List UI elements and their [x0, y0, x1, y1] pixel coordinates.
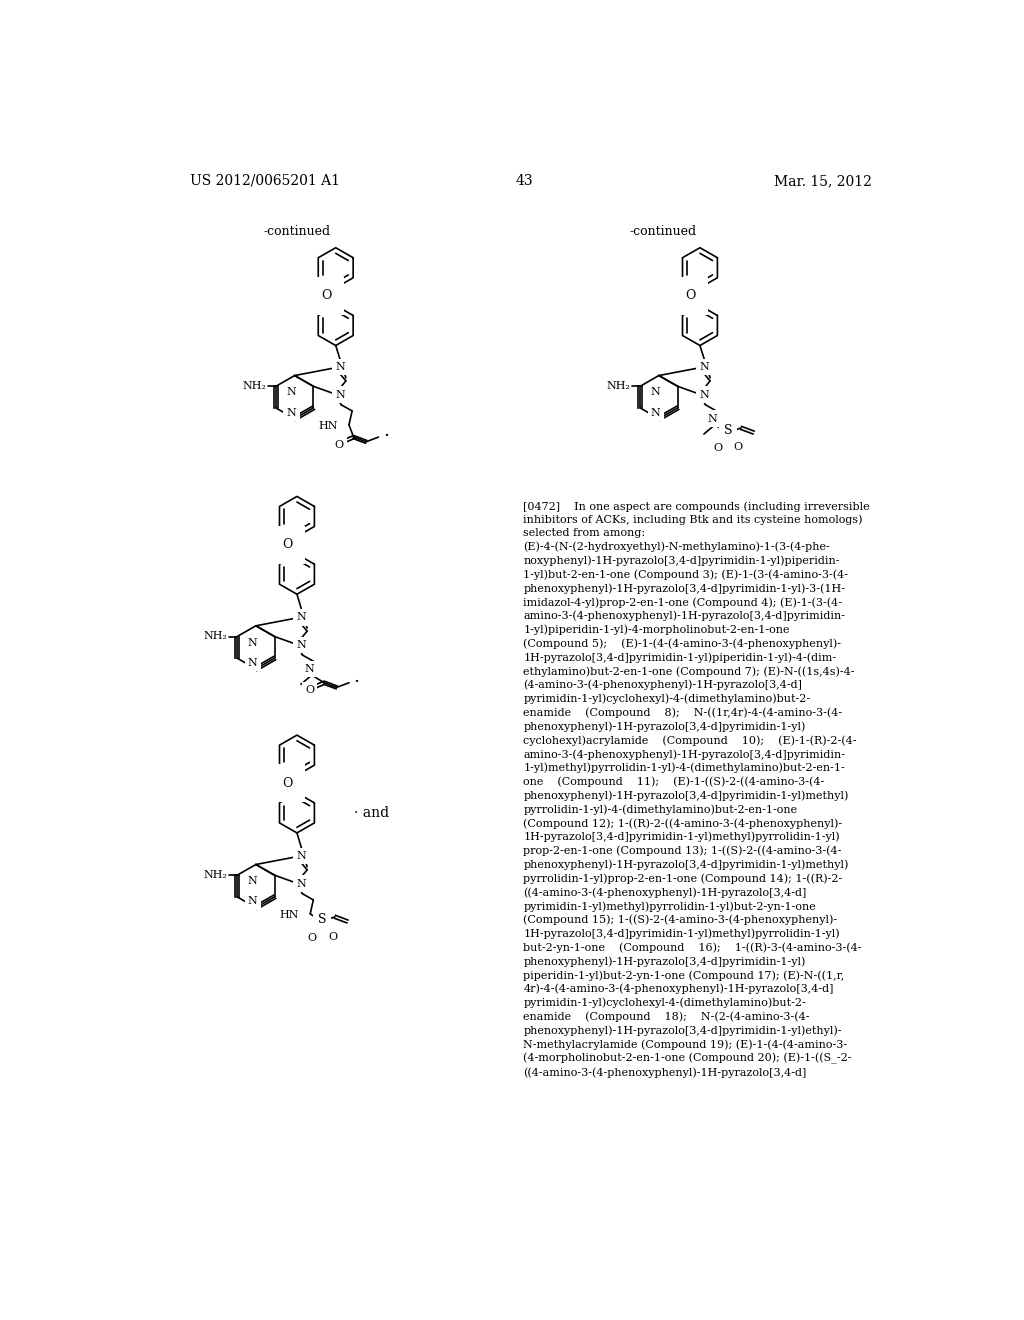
Text: ·: ·: [383, 428, 389, 445]
Text: N: N: [297, 851, 306, 861]
Text: -continued: -continued: [629, 224, 696, 238]
Text: N: N: [248, 638, 258, 648]
Text: NH₂: NH₂: [243, 380, 266, 391]
Text: N: N: [248, 876, 258, 887]
Text: HN: HN: [280, 909, 299, 920]
Text: O: O: [305, 685, 314, 696]
Text: US 2012/0065201 A1: US 2012/0065201 A1: [190, 174, 340, 187]
Text: NH₂: NH₂: [204, 631, 227, 640]
Text: S: S: [724, 425, 732, 437]
Text: N: N: [651, 408, 660, 417]
Text: N: N: [336, 389, 345, 400]
Text: N: N: [651, 388, 660, 397]
Text: N: N: [297, 612, 306, 622]
Text: O: O: [322, 289, 332, 302]
Text: N: N: [248, 657, 258, 668]
Text: O: O: [714, 444, 723, 453]
Text: N: N: [336, 362, 345, 372]
Text: HN: HN: [318, 421, 338, 430]
Text: N: N: [297, 879, 306, 888]
Text: N: N: [304, 664, 314, 675]
Text: O: O: [328, 932, 337, 942]
Text: NH₂: NH₂: [607, 380, 631, 391]
Text: 43: 43: [516, 174, 534, 187]
Text: S: S: [317, 913, 326, 927]
Text: ·: ·: [353, 673, 359, 690]
Text: N: N: [708, 413, 718, 424]
Text: O: O: [283, 776, 293, 789]
Text: NH₂: NH₂: [204, 870, 227, 879]
Text: Mar. 15, 2012: Mar. 15, 2012: [774, 174, 872, 187]
Text: -continued: -continued: [263, 224, 331, 238]
Text: N: N: [248, 896, 258, 907]
Text: N: N: [699, 362, 710, 372]
Text: [0472]    In one aspect are compounds (including irreversible
inhibitors of ACKs: [0472] In one aspect are compounds (incl…: [523, 502, 869, 1078]
Text: O: O: [334, 440, 343, 450]
Text: N: N: [287, 388, 296, 397]
Text: · and: · and: [354, 807, 389, 820]
Text: O: O: [685, 289, 696, 302]
Text: O: O: [283, 539, 293, 550]
Text: N: N: [297, 640, 306, 649]
Text: N: N: [287, 408, 296, 417]
Text: O: O: [307, 933, 316, 942]
Text: O: O: [733, 442, 742, 453]
Text: N: N: [699, 389, 710, 400]
